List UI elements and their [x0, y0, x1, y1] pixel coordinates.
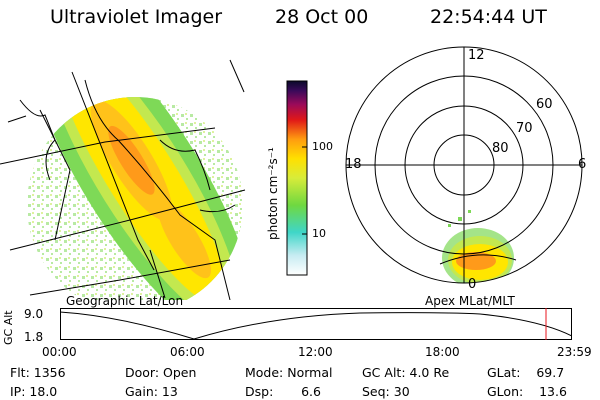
- info-glon: GLon: 13.6: [487, 384, 567, 399]
- colorbar-tick-100: 100: [312, 140, 333, 153]
- colorbar-unit-label: photon cm⁻²s⁻¹: [266, 147, 280, 240]
- mlat-label-70: 70: [516, 121, 533, 136]
- info-door: Door: Open: [125, 365, 197, 380]
- info-glat: GLat: 69.7: [487, 365, 565, 380]
- orbit-xtick-0600: 06:00: [170, 345, 205, 359]
- orbit-xtick-1200: 12:00: [298, 345, 333, 359]
- info-flt: Flt: 1356: [10, 365, 66, 380]
- orbit-ytick-low: 1.8: [24, 330, 44, 344]
- colorbar: [286, 80, 308, 276]
- info-seq: Seq: 30: [362, 384, 410, 399]
- mlt-label-0: 0: [468, 277, 476, 290]
- orbit-xtick-1800: 18:00: [425, 345, 460, 359]
- orbit-axis-label: GC Alt: [2, 310, 15, 345]
- orbit-xtick-0000: 00:00: [42, 345, 77, 359]
- mlt-label-18: 18: [345, 157, 362, 172]
- mlt-label-6: 6: [578, 157, 586, 172]
- info-ip: IP: 18.0: [10, 384, 58, 399]
- info-dsp: Dsp: 6.6: [245, 384, 321, 399]
- orbit-ytick-high: 9.0: [24, 307, 44, 321]
- mlat-label-80: 80: [492, 141, 509, 156]
- apex-polar-dial: 12 18 6 0 60 70 80: [345, 46, 586, 290]
- info-gc-alt: GC Alt: 4.0 Re: [362, 365, 450, 380]
- mlat-label-60: 60: [536, 97, 553, 112]
- geographic-aurora-image: [0, 59, 246, 300]
- info-mode: Mode: Normal: [245, 365, 333, 380]
- date-label: 28 Oct 00: [275, 6, 369, 28]
- apex-caption: Apex MLat/MLT: [425, 294, 515, 308]
- orbit-altitude-plot: [60, 308, 572, 340]
- mlt-label-12: 12: [468, 48, 485, 63]
- info-gain: Gain: 13: [125, 384, 178, 399]
- orbit-xtick-2359: 23:59: [557, 345, 592, 359]
- instrument-title: Ultraviolet Imager: [50, 6, 223, 28]
- time-label: 22:54:44 UT: [430, 6, 547, 28]
- colorbar-tick-10: 10: [312, 227, 326, 240]
- geographic-caption: Geographic Lat/Lon: [66, 294, 184, 308]
